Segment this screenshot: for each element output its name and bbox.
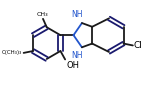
Text: C(CH₃)₃: C(CH₃)₃ [1,50,22,55]
Text: CH₃: CH₃ [36,12,48,17]
Text: NH: NH [72,10,83,19]
Text: NH: NH [72,51,83,60]
Text: OH: OH [66,61,79,70]
Text: Cl: Cl [134,41,143,50]
